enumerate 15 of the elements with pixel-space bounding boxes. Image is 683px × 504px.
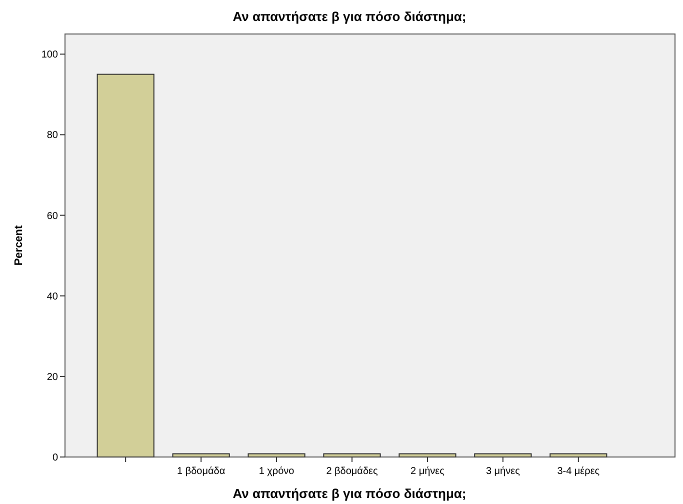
x-tick-label: 2 βδομάδες: [326, 466, 378, 477]
x-axis-title: Αν απαντήσατε β για πόσο διάστημα;: [232, 486, 466, 501]
y-tick-label: 40: [46, 291, 58, 302]
y-axis-title: Percent: [13, 224, 25, 266]
y-tick-label: 80: [46, 130, 58, 142]
x-tick-label: 1 βδομάδα: [177, 466, 226, 477]
y-tick-label: 20: [46, 372, 58, 383]
y-tick-label: 60: [46, 210, 58, 222]
x-tick-label: 1 χρόνο: [258, 466, 295, 477]
x-tick-label: 2 μήνες: [410, 466, 445, 477]
x-tick-label: 3 μήνες: [486, 466, 520, 477]
x-tick-label: 3-4 μέρες: [557, 466, 600, 477]
y-tick-label: 0: [52, 452, 58, 464]
chart-title: Αν απαντήσατε β για πόσο διάστημα;: [232, 9, 466, 24]
y-tick-label: 100: [41, 50, 58, 61]
